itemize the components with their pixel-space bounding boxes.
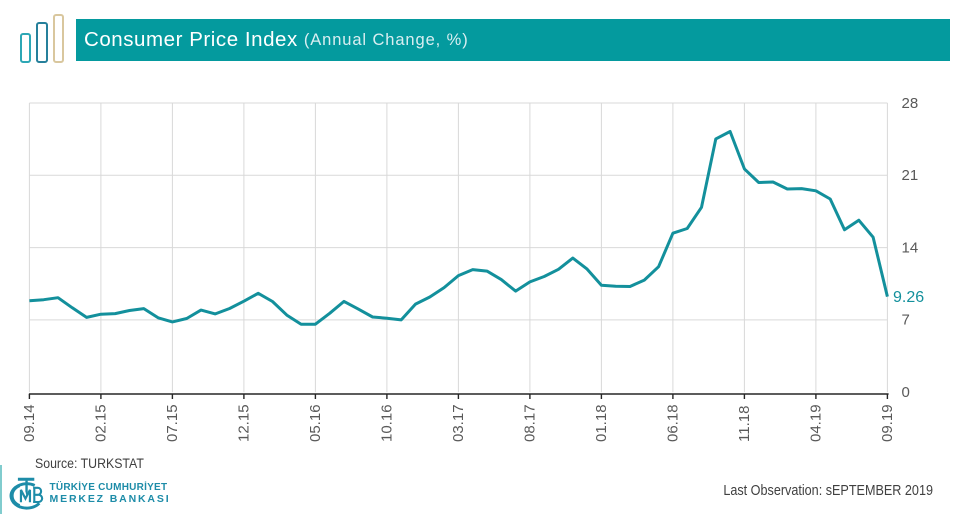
svg-text:03.17: 03.17 xyxy=(450,404,467,442)
svg-text:11.18: 11.18 xyxy=(736,406,753,442)
svg-text:09.19: 09.19 xyxy=(879,404,896,442)
svg-text:04.19: 04.19 xyxy=(808,404,825,442)
svg-text:06.18: 06.18 xyxy=(665,404,682,442)
svg-text:05.16: 05.16 xyxy=(307,404,324,442)
svg-text:0: 0 xyxy=(902,384,910,401)
svg-text:7: 7 xyxy=(902,312,910,329)
svg-text:08.17: 08.17 xyxy=(522,404,539,442)
svg-text:02.15: 02.15 xyxy=(93,404,110,442)
svg-text:09.14: 09.14 xyxy=(21,404,38,442)
svg-text:28: 28 xyxy=(902,95,919,112)
svg-text:14: 14 xyxy=(902,239,919,256)
svg-text:10.16: 10.16 xyxy=(379,404,396,442)
svg-text:12.15: 12.15 xyxy=(236,404,253,442)
svg-text:9.26: 9.26 xyxy=(893,289,924,306)
svg-text:07.15: 07.15 xyxy=(164,404,181,442)
svg-text:21: 21 xyxy=(902,167,919,184)
svg-text:01.18: 01.18 xyxy=(593,404,610,442)
